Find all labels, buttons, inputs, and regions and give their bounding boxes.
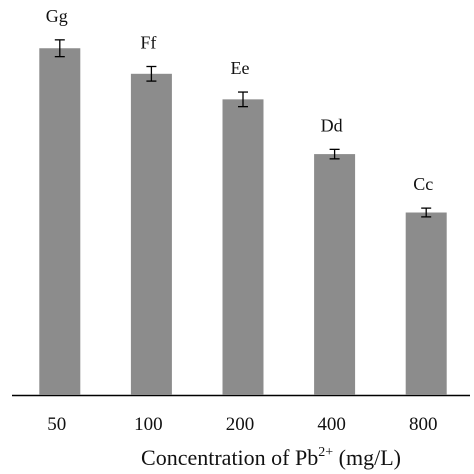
error-bars-group [54, 39, 432, 218]
error-bar-100 [146, 65, 157, 82]
x-tick-label-50: 50 [47, 414, 66, 435]
error-bar-50 [54, 39, 65, 58]
error-bar-400 [329, 148, 340, 160]
bar-50 [39, 48, 81, 395]
x-axis-label: Concentration of Pb2+ (mg/L) [141, 445, 401, 470]
x-tick-label-200: 200 [226, 414, 255, 435]
bar-200 [222, 99, 264, 395]
annotation-800: Cc [413, 174, 433, 194]
annotation-400: Dd [321, 115, 343, 135]
annotation-200: Ee [231, 58, 250, 78]
x-tick-label-100: 100 [134, 414, 163, 435]
annotation-50: Gg [46, 6, 68, 26]
bars-group [39, 48, 447, 396]
bar-800 [405, 212, 447, 395]
annotation-100: Ff [140, 33, 156, 53]
error-bar-200 [238, 91, 248, 108]
error-bar-800 [421, 207, 432, 218]
x-ticks-group: 50 100 200 400 800 [47, 414, 437, 435]
x-tick-label-800: 800 [409, 414, 438, 435]
bar-400 [314, 154, 356, 395]
annotations-group: Gg Ff Ee Dd Cc [46, 6, 433, 194]
bar-100 [130, 73, 172, 396]
x-tick-label-400: 400 [317, 414, 346, 435]
